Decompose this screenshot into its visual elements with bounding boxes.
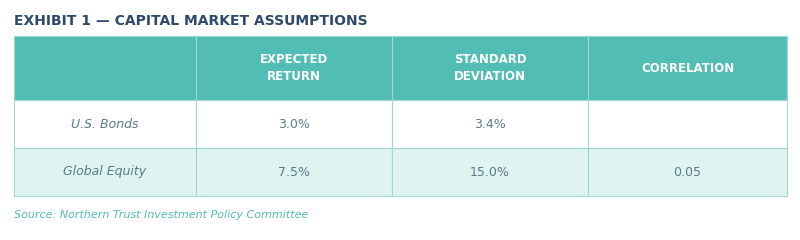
Text: EXHIBIT 1 — CAPITAL MARKET ASSUMPTIONS: EXHIBIT 1 — CAPITAL MARKET ASSUMPTIONS [14,14,368,28]
Bar [588,36,787,100]
Text: Global Equity: Global Equity [63,166,146,179]
Bar [14,36,196,100]
Bar [14,148,196,196]
Bar [14,100,196,148]
Text: Source: Northern Trust Investment Policy Committee: Source: Northern Trust Investment Policy… [14,210,308,220]
Text: 0.05: 0.05 [674,166,702,179]
Bar [196,36,392,100]
Bar [196,100,392,148]
Text: EXPECTED
RETURN: EXPECTED RETURN [260,53,328,83]
Bar [588,100,787,148]
Text: STANDARD
DEVIATION: STANDARD DEVIATION [454,53,526,83]
Text: 3.4%: 3.4% [474,118,506,131]
Text: 3.0%: 3.0% [278,118,310,131]
Text: 7.5%: 7.5% [278,166,310,179]
Bar [392,148,588,196]
Text: CORRELATION: CORRELATION [641,61,734,74]
Text: U.S. Bonds: U.S. Bonds [71,118,138,131]
Bar [588,148,787,196]
Bar [196,148,392,196]
Bar [392,36,588,100]
Bar [392,100,588,148]
Text: 15.0%: 15.0% [470,166,510,179]
